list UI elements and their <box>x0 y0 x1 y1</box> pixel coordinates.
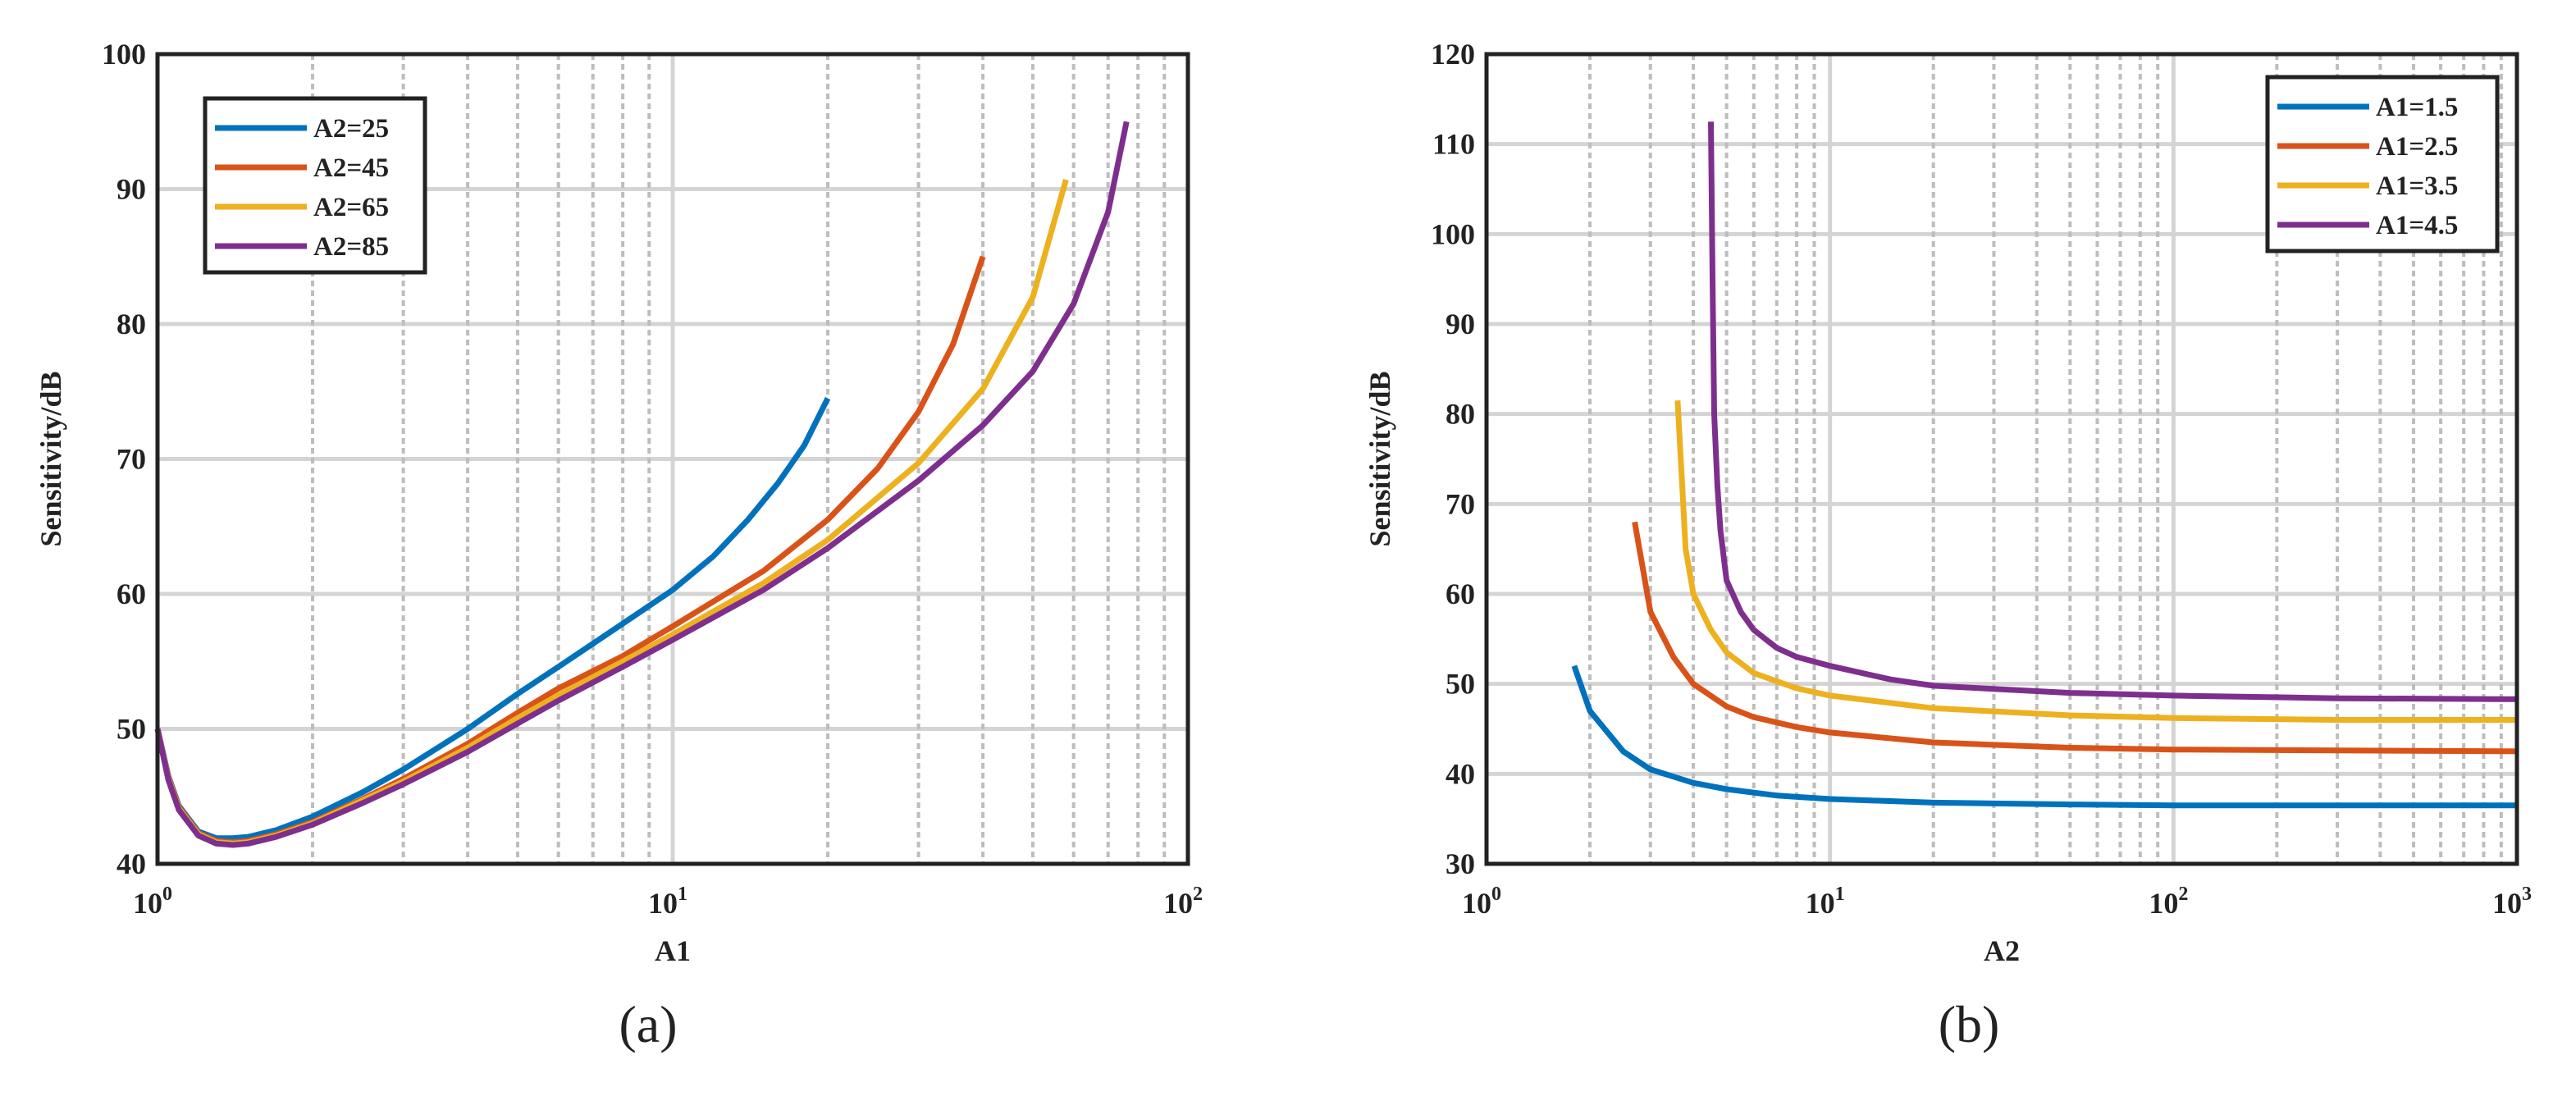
panel-label: (a) <box>619 995 677 1053</box>
chart-series-group <box>154 121 1130 848</box>
series-line <box>1708 121 2518 702</box>
y-tick-label: 70 <box>116 443 146 476</box>
panel-label: (b) <box>1939 995 2000 1053</box>
y-tick-label: 40 <box>116 847 146 880</box>
x-tick-label: 102 <box>2149 884 2188 920</box>
series-line <box>154 121 1130 848</box>
y-tick-label: 100 <box>102 38 146 71</box>
chart-grid <box>1487 54 2517 864</box>
y-tick-label: 30 <box>1446 847 1475 880</box>
y-tick-label: 90 <box>1446 308 1475 340</box>
legend-label: A1=2.5 <box>2376 132 2458 162</box>
tick-labels: 40 50 60 70 80 90 100 100 101 102 <box>102 38 1203 920</box>
legend-label: A2=45 <box>313 153 389 183</box>
series-line <box>1632 521 2518 755</box>
y-axis-label: Sensitivity/dB <box>1363 371 1396 546</box>
chart-series-group <box>1571 121 2518 809</box>
legend-label: A1=1.5 <box>2376 93 2458 122</box>
legend: A1=1.5 A1=2.5 A1=3.5 A1=4.5 <box>2265 75 2500 253</box>
legend-label: A1=3.5 <box>2376 171 2458 201</box>
legend-label: A2=25 <box>313 114 389 144</box>
y-tick-label: 70 <box>1446 487 1475 520</box>
legend-label: A2=65 <box>313 193 389 222</box>
x-tick-label: 103 <box>2492 884 2532 920</box>
x-axis-label: A2 <box>1984 934 2020 967</box>
x-tick-label: 100 <box>1462 884 1501 920</box>
y-axis-label: Sensitivity/dB <box>34 371 67 546</box>
legend-label: A2=85 <box>313 232 389 262</box>
y-tick-label: 60 <box>116 578 146 610</box>
legend: A2=25 A2=45 A2=65 A2=85 <box>203 96 427 275</box>
plot-frame <box>155 52 1190 866</box>
series-line <box>1571 664 2517 809</box>
y-tick-label: 80 <box>1446 398 1475 431</box>
y-tick-label: 80 <box>116 308 146 340</box>
plot-frame <box>1484 52 2519 866</box>
legend-label: A1=4.5 <box>2376 211 2458 240</box>
x-tick-label: 102 <box>1163 884 1203 920</box>
y-tick-label: 40 <box>1446 757 1475 790</box>
y-tick-label: 120 <box>1431 38 1475 71</box>
chart-panel-b: 30 40 50 60 70 80 90 100 110 120 100 101 102 103 A2 S… <box>1363 38 2532 1053</box>
x-axis-label: A1 <box>655 934 691 967</box>
x-tick-label: 101 <box>1806 884 1845 920</box>
y-tick-label: 100 <box>1431 217 1475 250</box>
series-line <box>154 255 986 846</box>
chart-panel-a: 40 50 60 70 80 90 100 100 101 102 A1 Sensitivity/… <box>34 38 1203 1053</box>
x-tick-label: 100 <box>133 884 172 920</box>
y-tick-label: 50 <box>116 713 146 746</box>
series-line <box>154 179 1069 847</box>
series-line <box>1674 400 2517 723</box>
y-tick-label: 110 <box>1432 128 1475 161</box>
y-tick-label: 60 <box>1446 578 1475 610</box>
tick-labels: 30 40 50 60 70 80 90 100 110 120 100 101 102 103 <box>1431 38 2532 920</box>
y-tick-label: 90 <box>116 173 146 206</box>
y-tick-label: 50 <box>1446 668 1475 701</box>
x-tick-label: 101 <box>648 884 687 920</box>
series-line <box>154 396 831 842</box>
